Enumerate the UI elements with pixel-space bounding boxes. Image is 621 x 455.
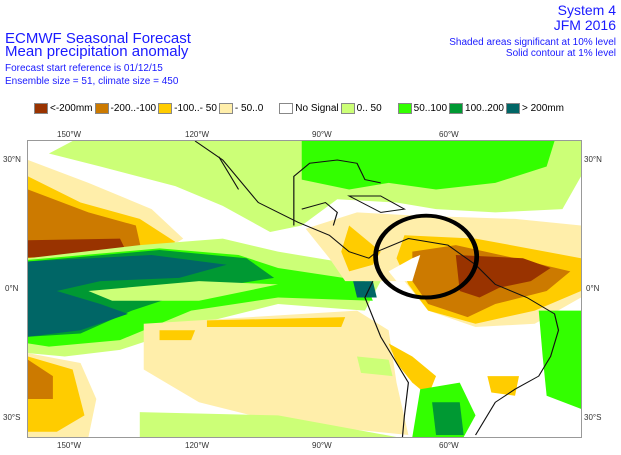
legend-item: 100..200: [449, 103, 504, 114]
lon-label: 90°W: [312, 441, 332, 450]
legend-label: 50..100: [413, 103, 448, 114]
lat-label: 30°S: [584, 413, 602, 422]
lon-label: 60°W: [439, 130, 459, 139]
anomaly-region: [455, 254, 551, 298]
anomaly-region: [388, 254, 421, 282]
legend-swatch: [218, 103, 233, 114]
legend-label: -100..- 50: [174, 103, 217, 114]
legend-swatch: [340, 103, 355, 114]
anomaly-region: [301, 141, 555, 190]
legend-label: <-200mm: [50, 103, 93, 114]
legend-item: No Signal: [279, 103, 339, 114]
legend-label: 100..200: [465, 103, 504, 114]
system-label: System 4: [557, 2, 616, 18]
anomaly-region: [538, 310, 581, 409]
lon-label: 120°W: [185, 441, 210, 450]
coastline: [194, 141, 560, 437]
anomaly-region: [28, 359, 53, 400]
anomaly-region: [143, 310, 409, 436]
ensemble-size: Ensemble size = 51, climate size = 450: [5, 76, 179, 87]
legend-label: No Signal: [295, 103, 339, 114]
anomaly-region: [159, 330, 196, 341]
coastline: [218, 156, 407, 226]
legend-item: 0.. 50: [340, 103, 382, 114]
legend: <-200mm -200..-100 -100..- 50 - 50..0 No…: [34, 103, 566, 114]
lat-label: 0°N: [586, 284, 600, 293]
forecast-reference: Forecast start reference is 01/12/15: [5, 63, 163, 74]
lon-label: 150°W: [57, 441, 82, 450]
legend-label: - 50..0: [234, 103, 264, 114]
legend-label: 0.. 50: [356, 103, 382, 114]
anomaly-region: [432, 402, 464, 436]
legend-swatch: [449, 103, 464, 114]
title: ECMWF Seasonal Forecast: [5, 30, 191, 47]
period-label: JFM 2016: [553, 17, 616, 33]
legend-label: -200..-100: [110, 103, 157, 114]
anomaly-region: [388, 343, 437, 396]
legend-swatch: [397, 103, 412, 114]
legend-item: <-200mm: [34, 103, 93, 114]
subtitle: Mean precipitation anomaly: [5, 43, 189, 60]
highlight-circle: [373, 213, 480, 300]
legend-swatch: [94, 103, 109, 114]
lon-label: 90°W: [312, 130, 332, 139]
legend-item: -100..- 50: [158, 103, 217, 114]
lat-label: 30°N: [584, 155, 602, 164]
legend-swatch: [158, 103, 173, 114]
significance-note: Shaded areas significant at 10% level: [449, 37, 616, 48]
anomaly-region: [88, 281, 279, 301]
contour-note: Solid contour at 1% level: [505, 48, 616, 59]
lat-label: 30°S: [3, 413, 21, 422]
anomaly-region: [353, 281, 377, 298]
anomaly-region: [341, 225, 381, 272]
legend-swatch: [34, 103, 48, 114]
anomaly-region: [139, 412, 397, 437]
legend-item: -200..-100: [94, 103, 157, 114]
legend-label: > 200mm: [521, 103, 564, 114]
legend-swatch: [279, 103, 294, 114]
anomaly-region: [357, 356, 393, 377]
lon-label: 60°W: [439, 441, 459, 450]
legend-item: > 200mm: [505, 103, 564, 114]
lat-label: 0°N: [5, 284, 19, 293]
lat-label: 30°N: [3, 155, 21, 164]
lon-label: 150°W: [57, 130, 82, 139]
anomaly-region: [206, 317, 346, 327]
anomaly-region: [28, 254, 227, 337]
legend-item: 50..100: [397, 103, 448, 114]
lon-label: 120°W: [185, 130, 210, 139]
legend-item: - 50..0: [218, 103, 264, 114]
legend-swatch: [505, 103, 520, 114]
precipitation-anomaly-map: [27, 140, 582, 438]
anomaly-region: [487, 376, 519, 396]
